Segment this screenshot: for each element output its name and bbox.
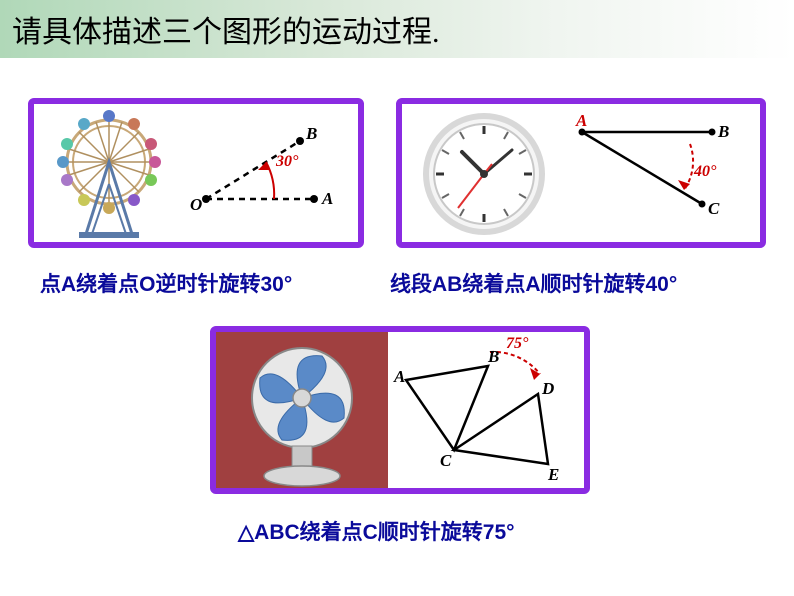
label-B3: B — [487, 347, 499, 366]
diagram-3: A B C D E 75° — [388, 332, 584, 488]
ferris-wheel-image — [34, 104, 184, 242]
label-E3: E — [547, 465, 559, 484]
label-B: B — [305, 124, 317, 143]
label-O: O — [190, 195, 202, 214]
angle-40: 40° — [693, 163, 717, 180]
label-B2: B — [717, 122, 729, 141]
panel-fan: A B C D E 75° — [210, 326, 590, 494]
label-C3: C — [440, 451, 452, 470]
label-D3: D — [541, 379, 554, 398]
clock-image — [402, 104, 562, 242]
label-C2: C — [708, 199, 720, 218]
caption-1: 点A绕着点O逆时针旋转30° — [40, 268, 292, 298]
diagram-2: A B C 40° — [562, 104, 760, 242]
angle-30: 30° — [275, 153, 299, 170]
label-A3: A — [393, 367, 405, 386]
panel-clock: A B C 40° — [396, 98, 766, 248]
label-A2: A — [575, 111, 587, 130]
title-bar: 请具体描述三个图形的运动过程. — [0, 0, 794, 58]
diagram-1: O A B 30° — [184, 104, 358, 242]
caption-3: △ABC绕着点C顺时针旋转75° — [238, 516, 515, 546]
label-A: A — [321, 189, 333, 208]
page-title: 请具体描述三个图形的运动过程. — [12, 7, 440, 51]
fan-image — [216, 332, 388, 488]
panel-ferris: O A B 30° — [28, 98, 364, 248]
caption-2: 线段AB绕着点A顺时针旋转40° — [390, 268, 677, 298]
angle-75: 75° — [506, 335, 529, 352]
